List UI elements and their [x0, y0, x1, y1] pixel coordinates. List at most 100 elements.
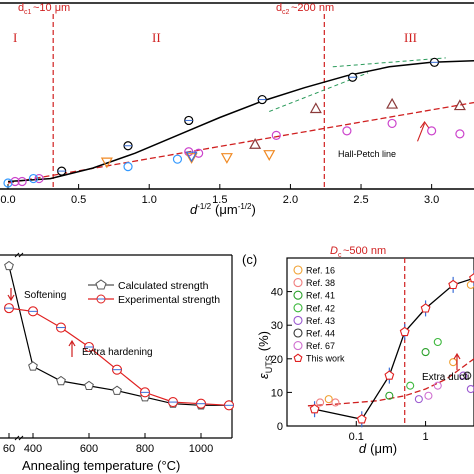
top-xtick-label: 2.5: [353, 194, 368, 206]
top-dc2-value: ~200 nm: [291, 2, 334, 14]
top-xtick-label: 3.0: [424, 194, 439, 206]
bl-calculated-point: [112, 385, 122, 395]
c-this-work-point: [448, 279, 459, 290]
top-xtick-label: 0.0: [0, 194, 15, 206]
c-ref-point: [414, 395, 423, 404]
top-point: [185, 153, 198, 164]
bl-xtick-label: 1000: [189, 443, 213, 455]
top-point: [309, 102, 322, 114]
c-panel-label: (c): [242, 252, 257, 267]
svg-text:εUTS(%): εUTS(%): [256, 331, 274, 379]
c-extra-ductility: Extra ducti: [422, 372, 469, 383]
bl-axis-break: [14, 435, 24, 441]
top-point: [185, 151, 198, 163]
c-xtick-label: 0.1: [349, 431, 364, 443]
top-dc1-value: ~10 μm: [33, 2, 70, 14]
panel-c: 0 10 20 30 40 0.1 1 (c) D c ~500 nm Extra duct…: [242, 245, 474, 456]
c-plot-frame: [286, 257, 474, 427]
top-xaxis-label: d-1/2 (μm-1/2): [190, 202, 256, 217]
legend-experimental: Experimental strength: [118, 294, 220, 306]
c-legend-marker: [293, 353, 303, 362]
c-legend-label: Ref. 42: [306, 303, 335, 313]
top-point: [10, 176, 20, 187]
c-legend-marker: [293, 328, 303, 338]
c-xlabel: d (μm): [359, 441, 397, 456]
c-this-work-point: [309, 404, 320, 414]
bl-calculated-point: [28, 361, 38, 371]
c-legend-marker: [293, 265, 303, 275]
top-point: [455, 129, 465, 139]
c-ref-point: [385, 391, 394, 400]
top-dc1-sub: c1: [24, 9, 32, 16]
top-point: [220, 153, 233, 164]
bl-xtick-label: 800: [136, 443, 154, 455]
c-xtick-label: 1: [423, 431, 429, 443]
c-ref-point: [466, 280, 474, 289]
c-ytick-label: 30: [271, 320, 283, 332]
top-point: [100, 157, 113, 169]
softening-label: Softening: [24, 290, 66, 301]
legend-calculated: Calculated strength: [118, 280, 209, 292]
c-ref-point: [433, 381, 442, 390]
top-panel: 0.0 0.5 1.0 1.5 2.0 2.5 3.0 d c1 ~10 μm d c2 ~…: [0, 2, 474, 217]
extra-ductility-arrow: [453, 352, 461, 370]
bl-calculated-point: [4, 260, 14, 271]
c-legend-marker: [293, 278, 303, 288]
top-point: [387, 118, 397, 129]
top-point: [263, 150, 276, 161]
top-dc2-label: d: [276, 2, 282, 14]
svg-text:d(μm): d (μm): [359, 441, 397, 456]
c-ytick-label: 20: [271, 354, 283, 366]
c-legend-marker: [293, 315, 303, 325]
c-legend-label: Ref. 44: [306, 329, 335, 339]
c-ref-point: [433, 337, 442, 347]
top-xtick-label: 2.0: [283, 194, 298, 206]
top-point: [249, 138, 262, 149]
c-legend-label: Ref. 43: [306, 316, 335, 326]
c-ref-point: [331, 398, 340, 407]
c-legend-marker: [293, 341, 303, 351]
top-xtick-label: 0.5: [71, 194, 86, 206]
top-point: [123, 162, 133, 172]
top-point: [427, 126, 437, 136]
c-dc-d: D: [330, 245, 338, 257]
c-ref-point: [406, 381, 415, 390]
c-ref-point: [459, 371, 468, 380]
bl-calculated-point: [84, 380, 94, 390]
c-ref-point: [324, 395, 333, 404]
c-ref-point: [466, 384, 474, 394]
top-point: [342, 126, 352, 136]
c-legend-label: Ref. 16: [306, 266, 335, 276]
top-xtick-label: 1.0: [142, 194, 157, 206]
top-xtick-label: 1.5: [212, 194, 227, 206]
bl-xtick-label: 600: [80, 443, 98, 455]
c-ylabel: εUTS(%): [256, 331, 274, 379]
bottom-left-panel: 60 400 600 800 1000 Calculated strength Expe…: [0, 252, 235, 473]
top-point: [34, 173, 44, 184]
top-fit-curve: [7, 60, 474, 183]
top-point: [17, 176, 27, 187]
top-point: [386, 97, 399, 109]
c-ref-point: [463, 371, 472, 380]
top-point: [28, 173, 39, 184]
softening-arrow: [7, 288, 15, 302]
region-2-label: II: [152, 30, 161, 45]
c-legend-label: Ref. 41: [306, 291, 335, 301]
top-point: [3, 178, 13, 188]
c-legend: Ref. 16 Ref. 38 Ref. 41 Ref. 42 Ref. 43 Ref. …: [293, 265, 345, 364]
c-dc-sub: c: [338, 252, 342, 259]
c-this-work-point: [469, 273, 474, 283]
c-ytick-label: 0: [277, 421, 283, 433]
c-this-work-point: [399, 326, 410, 337]
top-point: [172, 154, 183, 164]
top-point: [453, 99, 466, 111]
top-point: [271, 130, 281, 140]
svg-text:d-1/2(μm-1/2): d-1/2 (μm-1/2): [190, 202, 256, 217]
c-this-work-point: [356, 414, 367, 424]
c-legend-marker: [293, 303, 303, 313]
bl-calculated-point: [56, 375, 66, 386]
region-3-label: III: [404, 30, 417, 45]
c-legend-marker: [293, 290, 303, 300]
c-dc-value: ~500 nm: [343, 245, 386, 257]
